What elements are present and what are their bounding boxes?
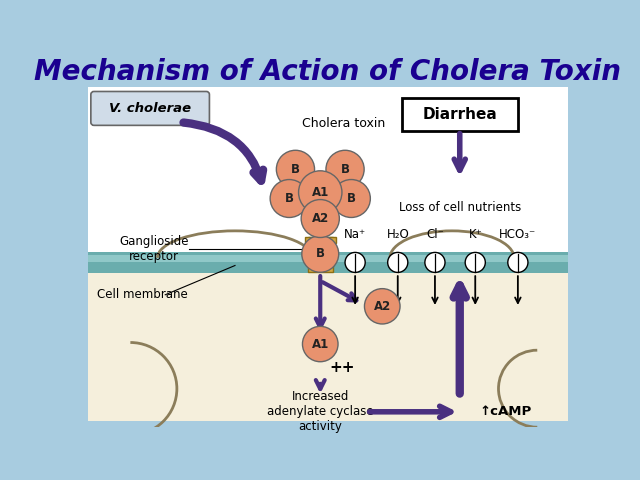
Circle shape xyxy=(270,180,308,217)
Circle shape xyxy=(364,288,400,324)
Text: Diarrhea: Diarrhea xyxy=(422,107,497,122)
Text: B: B xyxy=(316,248,324,261)
Text: Na⁺: Na⁺ xyxy=(344,228,366,241)
Circle shape xyxy=(388,252,408,273)
Text: B: B xyxy=(340,163,349,176)
Text: A1: A1 xyxy=(312,337,329,350)
Bar xyxy=(305,237,336,243)
FancyBboxPatch shape xyxy=(403,98,518,131)
Text: Cholera toxin: Cholera toxin xyxy=(302,117,385,130)
Text: A2: A2 xyxy=(374,300,391,313)
Bar xyxy=(88,255,568,262)
Bar xyxy=(80,58,576,87)
Circle shape xyxy=(303,326,338,362)
Circle shape xyxy=(508,252,528,273)
Bar xyxy=(88,273,568,421)
FancyArrowPatch shape xyxy=(184,122,263,181)
Text: B: B xyxy=(291,163,300,176)
Text: K⁺: K⁺ xyxy=(468,228,482,241)
Text: A2: A2 xyxy=(312,212,329,225)
Circle shape xyxy=(326,150,364,188)
Text: ↑cAMP: ↑cAMP xyxy=(479,405,531,418)
Circle shape xyxy=(302,236,339,272)
Circle shape xyxy=(425,252,445,273)
Text: V. cholerae: V. cholerae xyxy=(109,102,191,115)
Circle shape xyxy=(298,171,342,214)
Circle shape xyxy=(332,180,371,217)
FancyBboxPatch shape xyxy=(91,92,209,125)
Text: ++: ++ xyxy=(329,360,355,374)
Circle shape xyxy=(276,150,314,188)
Circle shape xyxy=(465,252,485,273)
Text: A1: A1 xyxy=(312,186,329,199)
Bar xyxy=(308,237,333,272)
Text: B: B xyxy=(347,192,356,205)
Text: H₂O: H₂O xyxy=(387,228,409,241)
Text: HCO₃⁻: HCO₃⁻ xyxy=(499,228,536,241)
Text: Cl⁻: Cl⁻ xyxy=(426,228,444,241)
Text: Increased
adenylate cyclase
activity: Increased adenylate cyclase activity xyxy=(267,390,374,433)
Bar xyxy=(88,252,568,273)
Text: B: B xyxy=(285,192,294,205)
Text: Ganglioside
receptor: Ganglioside receptor xyxy=(119,235,188,263)
Circle shape xyxy=(345,252,365,273)
Bar xyxy=(88,87,568,252)
Text: Cell membrane: Cell membrane xyxy=(97,288,188,301)
Text: Mechanism of Action of Cholera Toxin: Mechanism of Action of Cholera Toxin xyxy=(35,58,621,86)
Text: Loss of cell nutrients: Loss of cell nutrients xyxy=(399,201,521,214)
Circle shape xyxy=(301,200,339,238)
